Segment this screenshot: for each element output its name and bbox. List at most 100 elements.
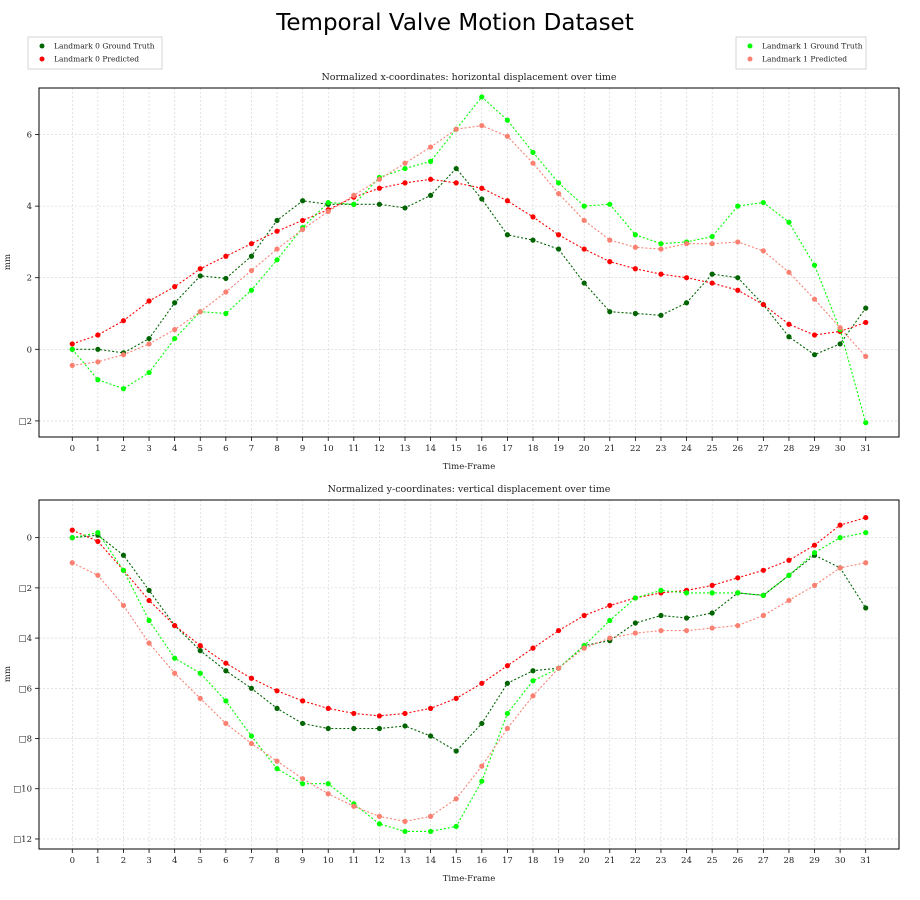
data-point: [530, 668, 536, 674]
data-point: [223, 660, 229, 666]
data-point: [197, 643, 203, 649]
data-point: [530, 149, 536, 156]
data-point: [172, 670, 178, 676]
series-landmark-0-predicted: [69, 514, 869, 719]
data-point: [709, 625, 715, 631]
x-tick-label: 15: [451, 856, 462, 866]
data-point: [69, 341, 75, 347]
data-point: [223, 289, 229, 295]
data-point: [300, 776, 306, 782]
data-point: [146, 617, 152, 624]
data-point: [453, 126, 459, 132]
data-point: [530, 645, 536, 651]
x-tick-label: 30: [835, 856, 846, 866]
data-point: [760, 592, 766, 599]
data-point: [325, 781, 331, 787]
data-point: [95, 538, 101, 545]
x-tick-label: 0: [70, 444, 75, 454]
x-tick-label: 1: [95, 856, 100, 866]
x-tick-label: 8: [274, 856, 279, 866]
x-tick-label: 31: [860, 856, 871, 866]
series-landmark-0-predicted: [69, 176, 869, 347]
data-point: [376, 725, 383, 732]
x-tick-label: 11: [348, 856, 359, 866]
x-tick-label: 13: [400, 856, 411, 866]
data-point: [735, 203, 741, 209]
data-point: [300, 198, 306, 204]
x-tick-label: 0: [70, 856, 75, 866]
data-point: [555, 180, 562, 186]
data-point: [351, 201, 357, 207]
x-tick-label: 4: [172, 444, 177, 454]
data-point: [479, 680, 485, 686]
data-point: [325, 199, 331, 206]
data-point: [658, 246, 664, 252]
data-point: [197, 670, 203, 676]
data-point: [428, 158, 434, 164]
legend-marker-gt1: [747, 43, 753, 49]
x-tick-label: 16: [476, 856, 487, 866]
data-point: [735, 622, 741, 629]
data-point: [95, 377, 101, 383]
data-point: [376, 813, 383, 819]
data-point: [274, 246, 280, 252]
data-point: [248, 287, 255, 293]
ticks: 0 1 2 3 4 5 6 7 8 9 10 11 12 13 14 15 16 17 18 19 20 21 22 23 24…: [19, 131, 872, 454]
data-point: [504, 710, 510, 717]
data-point: [786, 572, 792, 578]
data-point: [581, 246, 587, 252]
data-point: [555, 232, 562, 238]
data-point: [402, 710, 408, 717]
y-tick-label: 4: [27, 202, 32, 212]
data-point: [581, 217, 587, 224]
data-point: [632, 232, 638, 238]
x-tick-label: 28: [784, 856, 795, 866]
x-tick-label: 7: [249, 444, 254, 454]
data-point: [69, 362, 75, 369]
legend-label-pred1: Landmark 1 Predicted: [762, 55, 847, 64]
x-tick-label: 1: [95, 444, 100, 454]
data-point: [863, 353, 869, 360]
data-point: [223, 720, 229, 727]
data-point: [786, 334, 792, 340]
data-point: [69, 560, 75, 566]
x-tick-label: 22: [630, 444, 641, 454]
y-tick-label: □12: [13, 835, 32, 845]
data-point: [402, 180, 408, 186]
data-point: [735, 287, 741, 293]
x-coordinate-panel: Normalized x-coordinates: horizontal dis…: [3, 72, 900, 472]
y-tick-label: □4: [19, 634, 32, 644]
data-point: [760, 248, 766, 254]
data-point: [632, 630, 638, 636]
x-tick-label: 15: [451, 444, 462, 454]
x-tick-label: 27: [758, 856, 769, 866]
data-point: [428, 144, 434, 150]
data-point: [837, 325, 843, 331]
data-point: [223, 275, 229, 282]
x-tick-label: 19: [553, 444, 564, 454]
series-landmark-1-predicted: [69, 122, 869, 369]
data-point: [69, 527, 75, 533]
data-point: [837, 522, 843, 528]
data-point: [69, 535, 75, 541]
data-point: [453, 165, 459, 172]
series-line: [72, 167, 867, 356]
data-point: [69, 346, 75, 352]
data-point: [95, 346, 101, 352]
plot-frame: [38, 87, 900, 438]
series: [69, 94, 869, 426]
y-coordinate-panel: Normalized y-coordinates: vertical displ…: [3, 484, 900, 884]
x-tick-label: 22: [630, 856, 641, 866]
data-point: [120, 352, 127, 358]
data-point: [428, 813, 434, 819]
data-point: [581, 203, 587, 209]
data-point: [402, 160, 408, 166]
data-point: [479, 720, 485, 727]
data-point: [146, 587, 152, 593]
panel-title: Normalized y-coordinates: vertical displ…: [328, 484, 611, 495]
data-point: [146, 298, 152, 304]
x-tick-label: 17: [502, 856, 513, 866]
legend-marker-pred0: [39, 56, 45, 62]
data-point: [786, 597, 792, 604]
x-tick-label: 10: [323, 856, 334, 866]
